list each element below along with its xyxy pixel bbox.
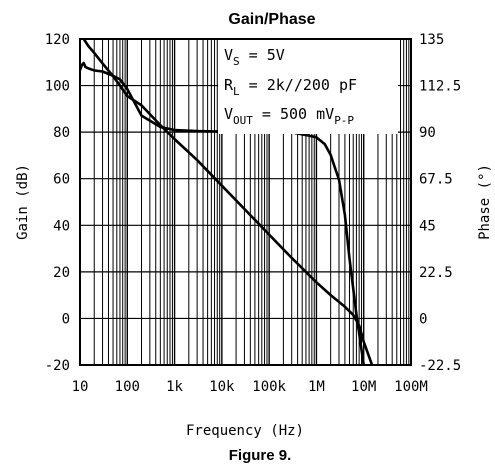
y-left-tick-label: 0 [62, 311, 70, 327]
y-left-tick-label: 40 [53, 218, 70, 234]
y-left-tick-label: 20 [53, 265, 70, 281]
conditions-annotation: VS = 5V RL = 2k//200 pF VOUT = 500 mVP-P [218, 40, 398, 134]
y-left-tick-label: 100 [45, 79, 70, 95]
figure-caption: Figure 9. [229, 447, 292, 464]
x-tick-label: 10M [351, 379, 376, 395]
plot-frame [79, 38, 412, 366]
annotation-background [218, 40, 398, 134]
y-right-tick-label: 0 [419, 311, 427, 327]
x-tick-label: 100M [394, 379, 428, 395]
y-right-tick-label: 112.5 [419, 79, 461, 95]
gain-curve [82, 39, 374, 365]
y-left-tick-label: 80 [53, 125, 70, 141]
y-left-tick-label: -20 [45, 358, 70, 374]
series-group [80, 39, 374, 365]
y-left-tick-label: 120 [45, 32, 70, 48]
tick-labels: 10 100 1k 10k 100k 1M 10M 100M -20 0 20 40 60 80 100 12… [45, 32, 461, 395]
annotation-line: RL = 2k//200 pF [224, 76, 357, 98]
y-right-tick-label: 90 [419, 125, 436, 141]
grid [80, 39, 411, 365]
x-tick-label: 100k [252, 379, 286, 395]
annotation-line: VS = 5V [224, 46, 285, 68]
y-axis-right-label: Phase (°) [477, 164, 493, 240]
y-right-tick-label: 45 [419, 218, 436, 234]
chart-title: Gain/Phase [228, 11, 315, 28]
x-tick-label: 100 [115, 379, 140, 395]
x-tick-label: 1M [308, 379, 325, 395]
y-right-tick-label: -22.5 [419, 358, 461, 374]
x-tick-label: 1k [166, 379, 183, 395]
x-axis-label: Frequency (Hz) [186, 423, 304, 439]
y-right-tick-label: 67.5 [419, 172, 453, 188]
y-axis-left-label: Gain (dB) [15, 164, 31, 240]
y-left-tick-label: 60 [53, 172, 70, 188]
y-right-tick-label: 135 [419, 32, 444, 48]
x-tick-label: 10 [72, 379, 89, 395]
annotation-line: VOUT = 500 mVP-P [224, 105, 354, 127]
phase-curve [80, 61, 365, 365]
y-right-tick-label: 22.5 [419, 265, 453, 281]
x-tick-label: 10k [209, 379, 235, 395]
